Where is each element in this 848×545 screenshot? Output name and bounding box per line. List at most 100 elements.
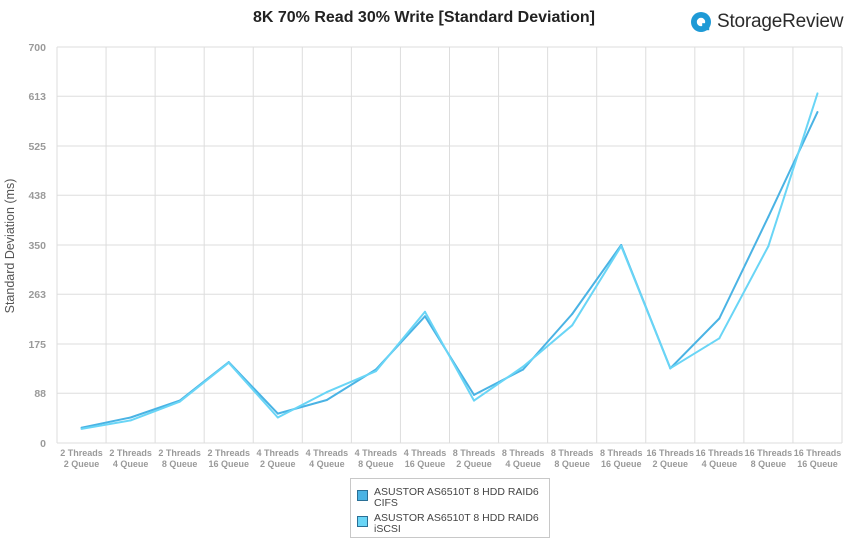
x-tick-label-line: 16 Queue <box>208 459 249 469</box>
data-point <box>129 419 132 422</box>
x-tick-label-line: 2 Queue <box>260 459 296 469</box>
series-line-1 <box>81 93 819 430</box>
data-point <box>718 317 721 320</box>
data-point <box>423 315 426 318</box>
y-tick-label: 613 <box>28 91 46 103</box>
y-tick-label: 438 <box>28 190 46 202</box>
x-tick-label-line: 2 Queue <box>653 459 689 469</box>
y-tick-label: 525 <box>28 141 46 153</box>
y-tick-label: 175 <box>28 339 46 351</box>
y-axis-ticks: 0 88 175 263 350 438 525 613 700 <box>28 42 46 450</box>
x-tick-label: 2 Threads 8 Queue <box>158 448 201 469</box>
chart-title: 8K 70% Read 30% Write [Standard Deviatio… <box>252 9 596 26</box>
x-tick-label: 4 Threads 2 Queue <box>257 448 300 469</box>
x-tick-label: 2 Threads 16 Queue <box>207 448 250 469</box>
y-tick-label: 350 <box>28 240 46 252</box>
data-point <box>571 313 574 316</box>
x-tick-label-line: 8 Queue <box>162 459 198 469</box>
data-point <box>325 391 328 394</box>
legend-swatch <box>357 490 368 501</box>
x-tick-label-line: 2 Threads <box>158 448 201 458</box>
x-tick-label-line: 2 Queue <box>64 459 100 469</box>
x-tick-label: 16 Threads 2 Queue <box>647 448 695 469</box>
data-point <box>473 393 476 396</box>
x-tick-label-line: 16 Threads <box>794 448 842 458</box>
legend-label-line: CIFS <box>374 497 398 509</box>
x-tick-label-line: 2 Queue <box>456 459 492 469</box>
x-tick-label: 8 Threads 4 Queue <box>502 448 545 469</box>
x-tick-label-line: 4 Threads <box>257 448 300 458</box>
x-tick-label: 8 Threads 2 Queue <box>453 448 496 469</box>
legend-label-line: iSCSI <box>374 523 401 535</box>
legend-label-line: ASUSTOR AS6510T 8 HDD RAID6 <box>374 486 539 498</box>
x-tick-label-line: 2 Threads <box>109 448 152 458</box>
data-point <box>767 215 770 218</box>
x-tick-label: 16 Threads 4 Queue <box>696 448 744 469</box>
y-tick-label: 0 <box>40 438 46 450</box>
x-tick-label-line: 8 Threads <box>600 448 643 458</box>
data-point <box>276 416 279 419</box>
legend-label: ASUSTOR AS6510T 8 HDD RAID6 iSCSI <box>374 513 544 535</box>
x-tick-label: 4 Threads 4 Queue <box>306 448 349 469</box>
legend-label: ASUSTOR AS6510T 8 HDD RAID6 CIFS <box>374 487 544 509</box>
brand-logo: StorageReview <box>690 11 843 33</box>
data-point <box>571 324 574 327</box>
chart-series <box>80 92 819 430</box>
x-tick-label-line: 4 Queue <box>309 459 345 469</box>
y-tick-label: 700 <box>28 42 46 54</box>
x-tick-label-line: 4 Queue <box>505 459 541 469</box>
x-tick-label-line: 8 Threads <box>453 448 496 458</box>
data-point <box>522 368 525 371</box>
x-tick-label-line: 16 Queue <box>601 459 642 469</box>
legend-item[interactable]: ASUSTOR AS6510T 8 HDD RAID6 iSCSI <box>357 513 544 535</box>
data-point <box>620 245 623 248</box>
x-tick-label-line: 16 Queue <box>797 459 838 469</box>
data-point <box>178 400 181 403</box>
data-point <box>718 337 721 340</box>
y-tick-label: 263 <box>28 289 46 301</box>
x-tick-label-line: 8 Queue <box>751 459 787 469</box>
data-point <box>767 245 770 248</box>
x-tick-label-line: 4 Queue <box>113 459 149 469</box>
x-tick-label-line: 8 Queue <box>554 459 590 469</box>
x-tick-label-line: 4 Threads <box>306 448 349 458</box>
legend-item[interactable]: ASUSTOR AS6510T 8 HDD RAID6 CIFS <box>357 487 544 509</box>
data-point <box>522 365 525 368</box>
data-point <box>129 416 132 419</box>
x-tick-label: 4 Threads 8 Queue <box>355 448 398 469</box>
x-tick-label-line: 2 Threads <box>60 448 103 458</box>
chart-grid <box>56 46 843 444</box>
data-point <box>374 370 377 373</box>
legend-swatch <box>357 516 368 527</box>
x-tick-label: 16 Threads 8 Queue <box>745 448 793 469</box>
y-tick-label: 88 <box>34 388 46 400</box>
x-tick-label-line: 8 Queue <box>358 459 394 469</box>
data-point <box>816 92 819 95</box>
x-tick-label-line: 16 Queue <box>405 459 446 469</box>
chart-legend: ASUSTOR AS6510T 8 HDD RAID6 CIFS ASUSTOR A… <box>350 478 550 538</box>
x-tick-label: 2 Threads 4 Queue <box>109 448 152 469</box>
x-tick-label: 4 Threads 16 Queue <box>404 448 447 469</box>
data-point <box>423 310 426 313</box>
data-point <box>276 412 279 415</box>
x-tick-label: 8 Threads 16 Queue <box>600 448 643 469</box>
x-tick-label-line: 16 Threads <box>647 448 695 458</box>
x-tick-label-line: 8 Threads <box>551 448 594 458</box>
x-tick-label-line: 2 Threads <box>207 448 250 458</box>
storagereview-logo-icon <box>691 12 711 32</box>
legend-label-line: ASUSTOR AS6510T 8 HDD RAID6 <box>374 512 539 524</box>
x-tick-label-line: 4 Queue <box>702 459 738 469</box>
x-tick-label-line: 16 Threads <box>745 448 793 458</box>
x-tick-label-line: 16 Threads <box>696 448 744 458</box>
data-point <box>227 361 230 364</box>
data-point <box>325 399 328 402</box>
x-tick-label: 16 Threads 16 Queue <box>794 448 842 469</box>
data-point <box>80 427 83 430</box>
x-tick-label-line: 4 Threads <box>355 448 398 458</box>
x-tick-label-line: 8 Threads <box>502 448 545 458</box>
data-point <box>473 399 476 402</box>
data-point <box>816 111 819 114</box>
x-tick-label: 8 Threads 8 Queue <box>551 448 594 469</box>
